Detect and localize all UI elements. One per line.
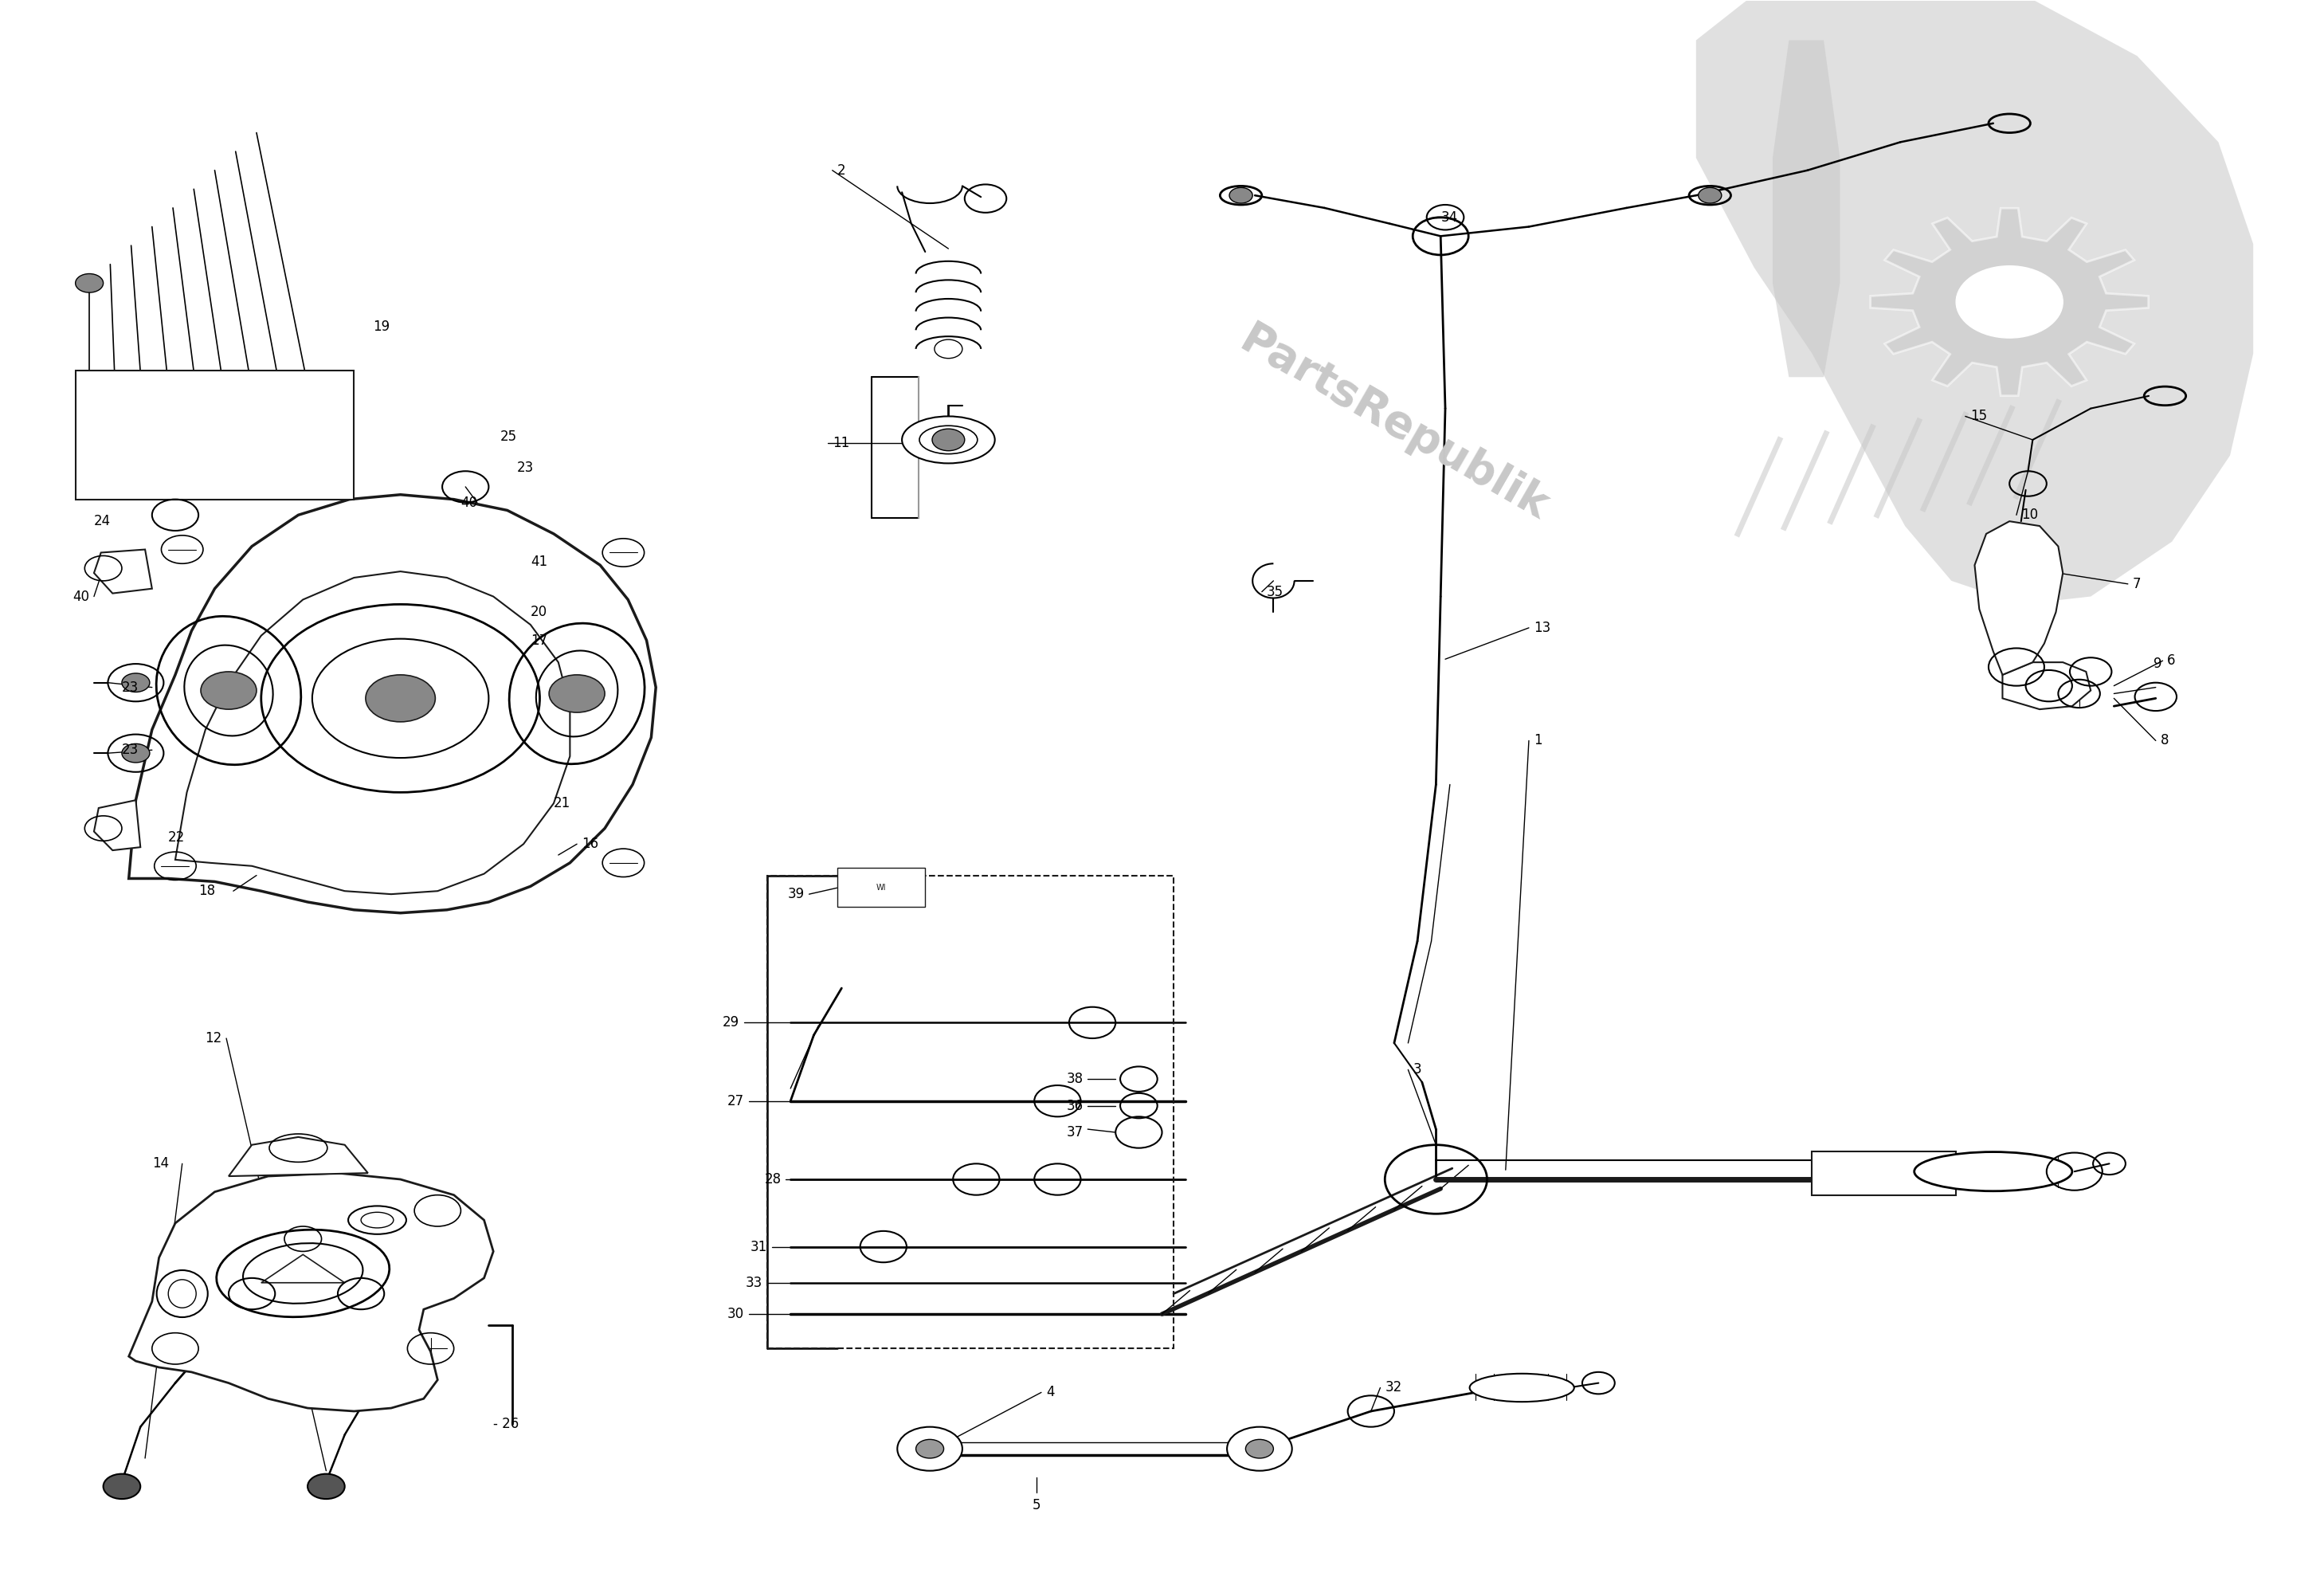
Text: 40: 40 — [460, 496, 476, 510]
Circle shape — [1227, 1426, 1292, 1470]
Text: 25: 25 — [500, 430, 518, 444]
Polygon shape — [1697, 0, 2254, 604]
Text: 41: 41 — [530, 555, 548, 570]
Text: 19: 19 — [372, 320, 390, 334]
Bar — [837, 868, 925, 907]
Polygon shape — [1975, 521, 2064, 675]
Text: 24: 24 — [93, 515, 112, 529]
Circle shape — [1957, 265, 2064, 337]
Polygon shape — [93, 549, 151, 593]
Text: 30: 30 — [727, 1307, 744, 1321]
Polygon shape — [174, 571, 569, 894]
Bar — [1813, 1152, 1957, 1196]
Circle shape — [121, 673, 149, 692]
Text: 17: 17 — [530, 634, 548, 648]
Circle shape — [365, 675, 435, 722]
Text: 4: 4 — [1046, 1385, 1055, 1400]
Text: 12: 12 — [205, 1031, 221, 1045]
Circle shape — [897, 1426, 962, 1470]
Text: 23: 23 — [121, 742, 139, 758]
Text: 10: 10 — [2022, 508, 2038, 522]
Text: 6: 6 — [2168, 654, 2175, 668]
Circle shape — [932, 428, 964, 450]
Text: 36: 36 — [1067, 1098, 1083, 1112]
Text: 15: 15 — [1971, 410, 1987, 424]
Circle shape — [548, 675, 604, 712]
Polygon shape — [93, 800, 139, 850]
Text: 21: 21 — [553, 795, 572, 811]
Text: 38: 38 — [1067, 1072, 1083, 1086]
Text: 23: 23 — [121, 681, 139, 695]
Ellipse shape — [1469, 1373, 1573, 1401]
Polygon shape — [228, 1138, 367, 1177]
Ellipse shape — [902, 416, 995, 463]
Text: 1: 1 — [1534, 733, 1541, 748]
Text: 23: 23 — [516, 461, 535, 475]
Polygon shape — [128, 494, 655, 913]
Text: 31: 31 — [751, 1240, 767, 1254]
Text: 18: 18 — [198, 883, 216, 897]
Text: 29: 29 — [723, 1015, 739, 1029]
Text: 20: 20 — [530, 606, 548, 620]
Text: 39: 39 — [788, 886, 804, 901]
Text: 3: 3 — [1413, 1062, 1422, 1076]
Circle shape — [121, 744, 149, 763]
Circle shape — [1246, 1439, 1274, 1458]
Text: PartsRepublik: PartsRepublik — [1232, 319, 1555, 530]
Polygon shape — [128, 1174, 493, 1411]
Text: 34: 34 — [1441, 210, 1457, 224]
Polygon shape — [260, 1255, 344, 1283]
Circle shape — [1699, 188, 1722, 204]
Text: 9: 9 — [2154, 657, 2161, 672]
Circle shape — [1229, 188, 1253, 204]
Text: 13: 13 — [1534, 621, 1550, 635]
Text: 37: 37 — [1067, 1125, 1083, 1139]
Polygon shape — [2003, 662, 2092, 709]
Text: 22: 22 — [167, 830, 186, 846]
Text: 28: 28 — [765, 1172, 781, 1186]
Text: 5: 5 — [1032, 1498, 1041, 1513]
Text: - 26: - 26 — [493, 1417, 518, 1431]
Text: 35: 35 — [1267, 585, 1283, 599]
Circle shape — [200, 672, 256, 709]
Text: 27: 27 — [727, 1094, 744, 1108]
Polygon shape — [1773, 41, 1841, 377]
Text: WI: WI — [876, 883, 885, 891]
Bar — [74, 370, 353, 499]
Ellipse shape — [1915, 1152, 2073, 1191]
Circle shape — [102, 1473, 139, 1498]
Text: 33: 33 — [746, 1276, 762, 1290]
Text: 7: 7 — [2133, 577, 2140, 592]
Circle shape — [916, 1439, 944, 1458]
Circle shape — [307, 1473, 344, 1498]
Text: 11: 11 — [832, 436, 848, 450]
Text: 14: 14 — [151, 1156, 170, 1170]
Polygon shape — [1871, 209, 2147, 395]
Text: 16: 16 — [581, 836, 597, 852]
Text: 2: 2 — [837, 163, 846, 177]
Circle shape — [74, 273, 102, 292]
Text: 40: 40 — [72, 590, 88, 604]
Bar — [767, 876, 1174, 1348]
Text: 8: 8 — [2161, 733, 2168, 748]
Text: 32: 32 — [1385, 1381, 1401, 1395]
